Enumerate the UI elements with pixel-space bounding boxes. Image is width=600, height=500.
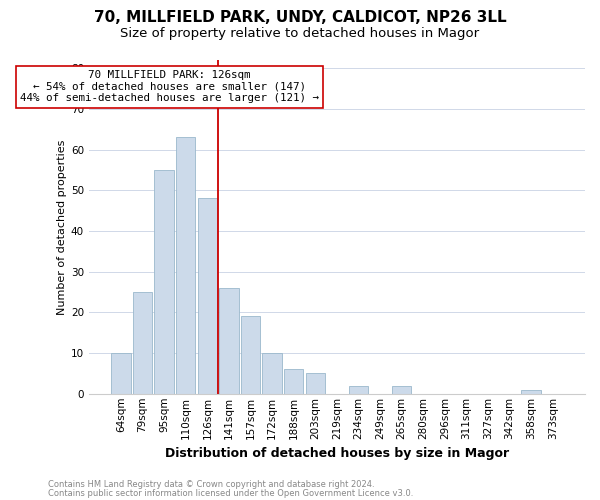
Bar — [305, 374, 325, 394]
Bar — [197, 198, 217, 394]
X-axis label: Distribution of detached houses by size in Magor: Distribution of detached houses by size … — [165, 447, 509, 460]
Bar — [219, 288, 239, 394]
Bar — [176, 138, 196, 394]
Bar — [154, 170, 174, 394]
Text: Contains public sector information licensed under the Open Government Licence v3: Contains public sector information licen… — [48, 488, 413, 498]
Bar — [241, 316, 260, 394]
Y-axis label: Number of detached properties: Number of detached properties — [56, 139, 67, 314]
Bar — [112, 353, 131, 394]
Bar — [349, 386, 368, 394]
Bar — [521, 390, 541, 394]
Bar — [262, 353, 282, 394]
Bar — [133, 292, 152, 394]
Bar — [392, 386, 412, 394]
Text: 70, MILLFIELD PARK, UNDY, CALDICOT, NP26 3LL: 70, MILLFIELD PARK, UNDY, CALDICOT, NP26… — [94, 10, 506, 25]
Text: 70 MILLFIELD PARK: 126sqm
← 54% of detached houses are smaller (147)
44% of semi: 70 MILLFIELD PARK: 126sqm ← 54% of detac… — [20, 70, 319, 103]
Bar — [284, 370, 304, 394]
Text: Contains HM Land Registry data © Crown copyright and database right 2024.: Contains HM Land Registry data © Crown c… — [48, 480, 374, 489]
Text: Size of property relative to detached houses in Magor: Size of property relative to detached ho… — [121, 28, 479, 40]
